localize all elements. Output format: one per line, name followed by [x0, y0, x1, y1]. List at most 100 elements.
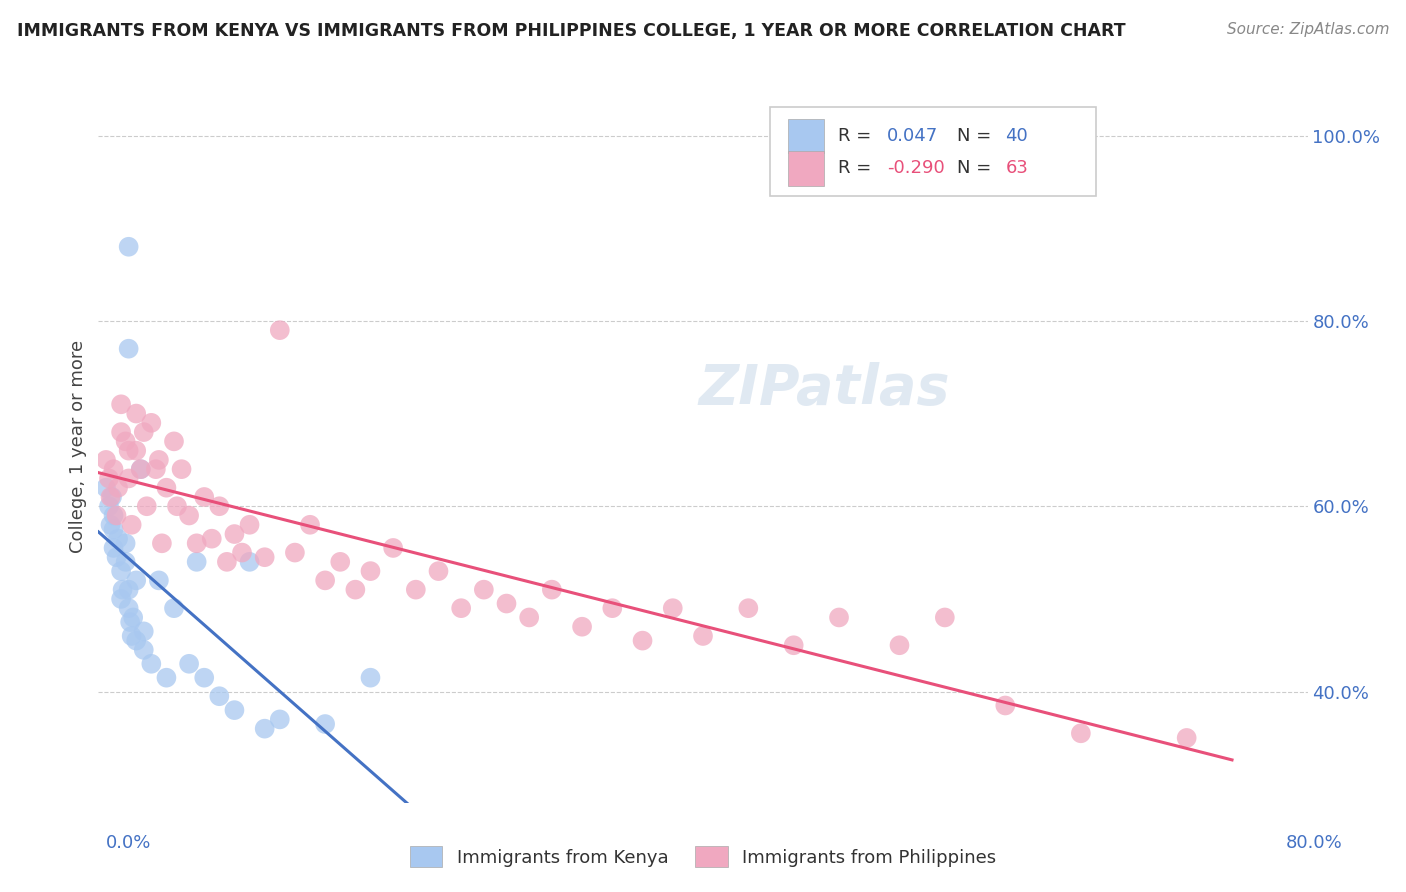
Point [314, 717, 336, 731]
Point [314, 574, 336, 588]
Point [118, 471, 141, 485]
Point [129, 462, 152, 476]
Point [118, 342, 141, 356]
Point [783, 638, 806, 652]
FancyBboxPatch shape [769, 107, 1097, 196]
Point [103, 541, 125, 555]
Point [231, 545, 253, 559]
Point [170, 462, 193, 476]
Point [382, 541, 405, 555]
Point [118, 240, 141, 254]
Point [540, 582, 562, 597]
Point [571, 620, 593, 634]
Text: IMMIGRANTS FROM KENYA VS IMMIGRANTS FROM PHILIPPINES COLLEGE, 1 YEAR OR MORE COR: IMMIGRANTS FROM KENYA VS IMMIGRANTS FROM… [17, 22, 1125, 40]
Text: N =: N = [957, 128, 997, 145]
Point [125, 407, 148, 421]
Point [1070, 726, 1092, 740]
Point [103, 523, 125, 537]
Point [110, 564, 132, 578]
Point [94, 453, 117, 467]
Point [118, 582, 141, 597]
Point [253, 550, 276, 565]
Point [737, 601, 759, 615]
Point [121, 517, 143, 532]
Bar [787, 152, 824, 186]
Point [163, 601, 186, 615]
Point [105, 550, 128, 565]
Point [107, 532, 129, 546]
Point [472, 582, 495, 597]
Point [122, 610, 145, 624]
Point [208, 690, 231, 704]
Point [215, 555, 238, 569]
Point [828, 610, 851, 624]
Text: Source: ZipAtlas.com: Source: ZipAtlas.com [1226, 22, 1389, 37]
Point [114, 555, 136, 569]
Point [405, 582, 427, 597]
Point [155, 671, 177, 685]
Point [125, 574, 148, 588]
Point [495, 597, 517, 611]
Point [118, 443, 141, 458]
Point [193, 671, 215, 685]
Point [155, 481, 177, 495]
Point [121, 629, 143, 643]
Text: 40: 40 [1005, 128, 1028, 145]
Text: ZIPatlas: ZIPatlas [699, 362, 949, 416]
Point [148, 453, 170, 467]
Point [141, 416, 163, 430]
Point [1175, 731, 1198, 745]
Point [994, 698, 1017, 713]
Point [110, 397, 132, 411]
Legend: Immigrants from Kenya, Immigrants from Philippines: Immigrants from Kenya, Immigrants from P… [402, 838, 1004, 874]
Point [889, 638, 911, 652]
Point [107, 481, 129, 495]
Point [103, 508, 125, 523]
Point [360, 671, 382, 685]
Point [132, 624, 155, 639]
Point [186, 536, 208, 550]
Y-axis label: College, 1 year or more: College, 1 year or more [69, 340, 87, 552]
Point [101, 490, 124, 504]
Point [148, 574, 170, 588]
Point [602, 601, 624, 615]
Point [193, 490, 215, 504]
Point [98, 471, 121, 485]
Point [186, 555, 208, 569]
Point [329, 555, 352, 569]
Text: -0.290: -0.290 [887, 160, 945, 178]
Point [100, 490, 122, 504]
Point [239, 555, 262, 569]
Point [934, 610, 956, 624]
Text: R =: R = [838, 160, 877, 178]
Point [125, 443, 148, 458]
Point [253, 722, 276, 736]
Point [344, 582, 367, 597]
Point [135, 500, 157, 514]
Point [141, 657, 163, 671]
Point [299, 517, 322, 532]
Point [201, 532, 224, 546]
Point [360, 564, 382, 578]
Point [166, 500, 188, 514]
Point [94, 481, 117, 495]
Point [120, 615, 142, 629]
Point [450, 601, 472, 615]
Point [661, 601, 683, 615]
Point [132, 425, 155, 439]
Text: R =: R = [838, 128, 877, 145]
Point [145, 462, 167, 476]
Bar [787, 120, 824, 153]
Point [239, 517, 262, 532]
Point [179, 508, 201, 523]
Point [129, 462, 152, 476]
Point [100, 517, 122, 532]
Point [150, 536, 173, 550]
Text: 0.0%: 0.0% [105, 834, 150, 852]
Point [98, 500, 121, 514]
Point [132, 643, 155, 657]
Text: 80.0%: 80.0% [1286, 834, 1343, 852]
Point [111, 582, 134, 597]
Point [125, 633, 148, 648]
Point [692, 629, 714, 643]
